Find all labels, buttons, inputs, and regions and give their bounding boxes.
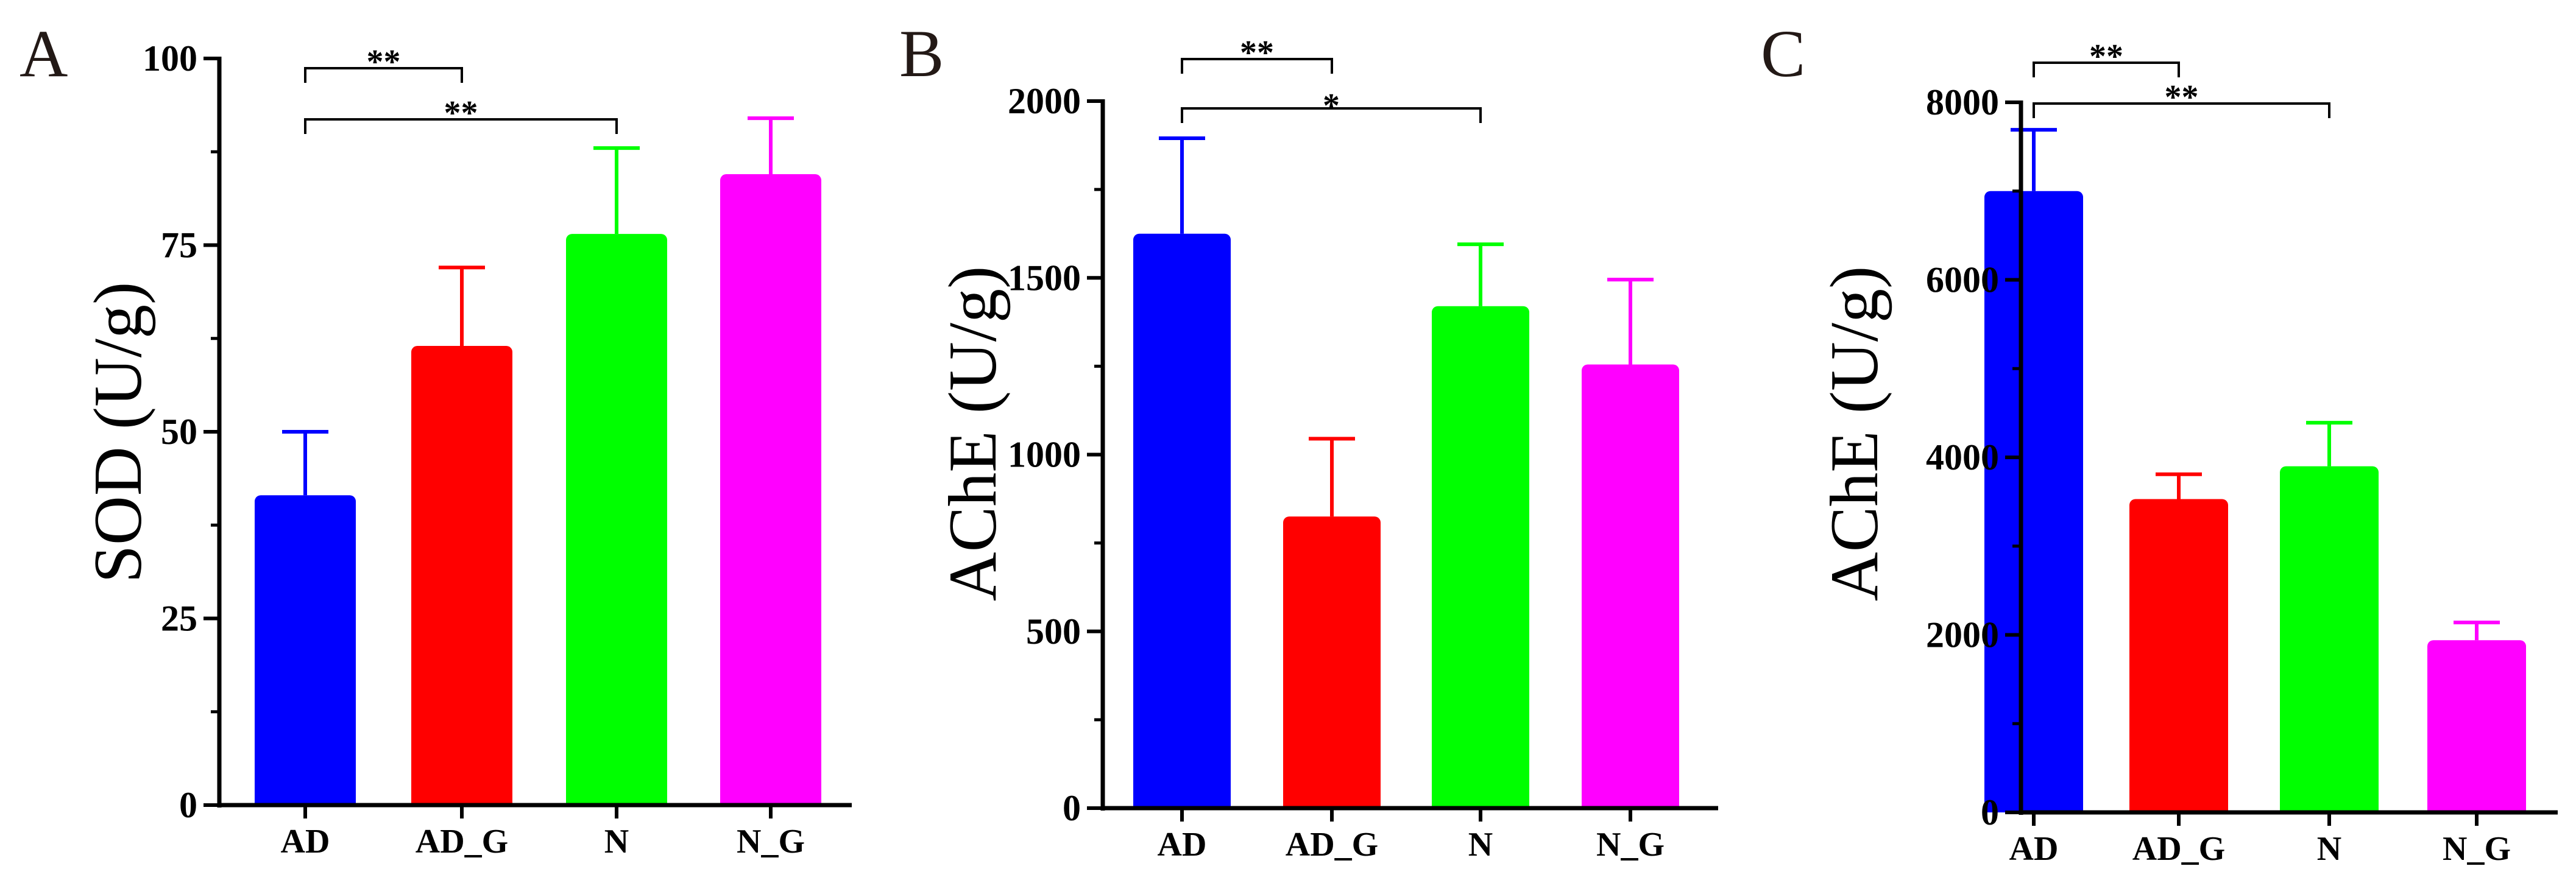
y-tick-label: 2000 [1008,81,1081,121]
significance-label: * [1323,87,1340,125]
y-tick-label: 100 [143,38,197,79]
bar-base-ad [1984,198,2083,812]
panel-letter: C [1761,16,1805,91]
x-tick-label: N_G [2443,830,2511,868]
significance-bracket [1181,58,1333,74]
y-axis-title: AChE (U/g) [1817,266,1892,602]
y-tick-label: 0 [179,785,197,825]
bar-base-n [1432,313,1529,808]
significance-bracket [1181,107,1482,123]
panel-letter: A [19,16,68,91]
x-tick-label: AD [2009,830,2059,868]
x-tick-label: AD [1158,826,1207,864]
significance-label: ** [1240,34,1274,72]
bar-base-ad [1133,241,1231,808]
bar-base-n_g [1582,371,1679,808]
bar-base-ad_g [1283,524,1381,808]
chart-panel-c: C AChE (U/g) 0 2000 4000 6000 8000 AD AD_G N N_G **… [1761,16,2558,868]
x-tick-label: N [1468,826,1493,864]
significance-bracket [304,67,463,83]
x-tick-label: N_G [1596,826,1665,864]
significance-bracket [2033,102,2330,118]
y-axis-title: AChE (U/g) [935,266,1011,602]
significance-label: ** [367,43,401,81]
significance-bracket [304,118,618,134]
significance-label: ** [2165,79,2199,116]
y-tick-label: 0 [1981,792,1999,832]
y-tick-label: 4000 [1926,437,1999,477]
x-tick-label: N_G [737,823,805,861]
bar-base-n_g [2427,647,2526,812]
panel-letter: B [899,16,944,91]
y-tick-label: 25 [161,599,197,639]
y-axis-title: SOD (U/g) [80,282,156,583]
bar-base-ad [255,502,356,805]
x-tick-label: AD_G [1286,826,1378,864]
y-tick-label: 8000 [1926,82,1999,122]
bar-base-ad_g [411,353,512,805]
y-tick-label: 50 [161,412,197,452]
y-tick-label: 6000 [1926,260,1999,300]
chart-panel-a: A SOD (U/g) 0 25 50 75 100 AD AD_G N N_G ** ** [19,16,852,861]
x-tick-label: AD_G [416,823,508,861]
y-tick-label: 2000 [1926,615,1999,655]
significance-label: ** [2089,38,2123,76]
bar-base-n [2280,473,2379,812]
significance-label: ** [444,94,478,132]
bar-base-ad_g [2129,506,2228,812]
y-tick-label: 1500 [1008,258,1081,298]
y-tick-label: 0 [1063,788,1081,828]
y-tick-label: 1000 [1008,435,1081,475]
y-tick-label: 500 [1026,611,1081,652]
bar-base-n_g [720,181,821,805]
y-tick-label: 75 [161,225,197,266]
x-tick-label: N [604,823,629,861]
x-tick-label: N [2317,830,2341,868]
bar-base-n [566,241,667,805]
x-tick-label: AD [281,823,330,861]
significance-bracket [2033,62,2180,77]
x-tick-label: AD_G [2132,830,2225,868]
